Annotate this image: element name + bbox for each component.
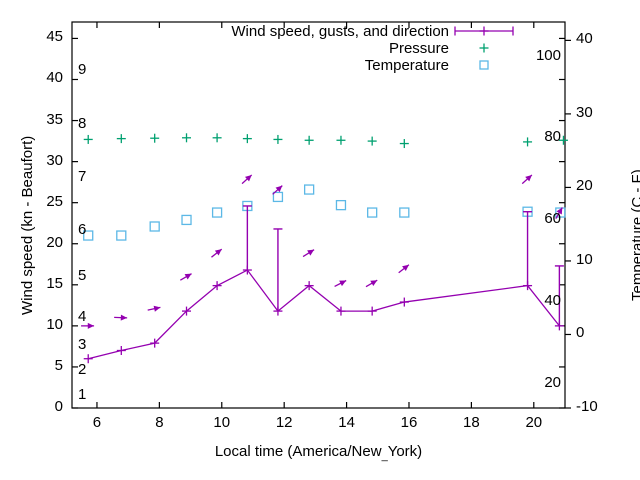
x-tick-label: 16 xyxy=(400,414,418,431)
y2-tick-label: 40 xyxy=(576,30,593,48)
beaufort-label: 6 xyxy=(78,221,87,239)
wind-direction-arrow xyxy=(398,264,410,274)
y-tick-label: 15 xyxy=(46,274,63,292)
fahrenheit-label: 80 xyxy=(544,128,561,146)
fahrenheit-label: 60 xyxy=(544,209,561,227)
x-tick-label: 12 xyxy=(275,414,293,431)
temperature-marker xyxy=(303,184,315,195)
temperature-marker xyxy=(335,199,347,211)
fahrenheit-label: 20 xyxy=(544,373,561,391)
y2-tick-label: 30 xyxy=(576,103,593,121)
wind-direction-arrow xyxy=(272,185,283,195)
beaufort-label: 8 xyxy=(78,114,87,132)
wind-direction-arrow xyxy=(365,279,378,288)
beaufort-label: 5 xyxy=(78,266,87,284)
wind-direction-arrow xyxy=(211,248,223,258)
temperature-marker xyxy=(272,191,284,203)
temperature-marker xyxy=(116,230,127,241)
plot-border xyxy=(71,21,566,409)
beaufort-label: 7 xyxy=(78,168,87,186)
y-tick-label: 10 xyxy=(46,315,63,333)
y-tick-label: 40 xyxy=(46,69,63,87)
wind-speed-line xyxy=(88,269,560,360)
beaufort-label: 9 xyxy=(78,61,87,79)
beaufort-label: 3 xyxy=(78,336,87,354)
x-tick-label: 6 xyxy=(92,414,102,431)
legend-key-temperature xyxy=(479,60,489,70)
y-tick-label: 5 xyxy=(54,356,63,374)
temperature-marker xyxy=(181,214,192,226)
legend-label-errorbar-line: Wind speed, gusts, and direction xyxy=(231,23,449,40)
x-tick-label: 18 xyxy=(463,414,480,431)
y2-tick-label: 20 xyxy=(576,177,593,195)
y-tick-label: 30 xyxy=(46,151,63,169)
x-tick-label: 8 xyxy=(155,414,164,431)
beaufort-label: 2 xyxy=(78,361,87,379)
wind-direction-arrow xyxy=(521,174,533,185)
legend-label-plus: Pressure xyxy=(388,40,449,57)
temperature-marker xyxy=(149,221,160,232)
beaufort-label: 1 xyxy=(78,385,87,403)
y-axis-title: Wind speed (kn - Beaufort) xyxy=(19,135,36,315)
fahrenheit-label: 100 xyxy=(535,46,561,64)
wind-direction-arrow xyxy=(179,273,192,281)
y-tick-label: 25 xyxy=(46,192,63,210)
temperature-marker xyxy=(555,207,566,218)
y2-axis-title: Temperature (C - F) xyxy=(629,169,640,301)
x-tick-label: 14 xyxy=(338,414,355,431)
fahrenheit-label: 40 xyxy=(544,292,561,310)
x-tick-label: 20 xyxy=(525,414,543,431)
wind-direction-arrow xyxy=(147,305,161,312)
temperature-marker xyxy=(399,207,410,218)
wind-direction-arrow xyxy=(302,249,315,258)
wind-direction-arrow xyxy=(114,314,128,321)
y-tick-label: 45 xyxy=(46,28,63,46)
x-axis-title: Local time (America/New_York) xyxy=(214,443,423,462)
temperature-marker xyxy=(83,230,94,241)
beaufort-label: 4 xyxy=(78,307,87,325)
y-tick-label: 0 xyxy=(54,398,63,415)
y2-tick-label: -10 xyxy=(576,398,598,415)
y-tick-label: 35 xyxy=(46,110,63,128)
x-tick-label: 10 xyxy=(213,414,231,431)
y2-tick-label: 0 xyxy=(576,324,585,342)
temperature-marker xyxy=(367,207,378,218)
y-tick-label: 20 xyxy=(46,233,63,251)
wind-direction-arrow xyxy=(555,207,563,220)
wind-direction-arrow xyxy=(241,174,253,185)
legend-label-square: Temperature xyxy=(364,57,449,74)
wind-direction-arrow xyxy=(81,322,95,329)
temperature-marker xyxy=(211,207,223,218)
y2-tick-label: 10 xyxy=(576,250,593,268)
wind-direction-arrow xyxy=(334,279,347,287)
